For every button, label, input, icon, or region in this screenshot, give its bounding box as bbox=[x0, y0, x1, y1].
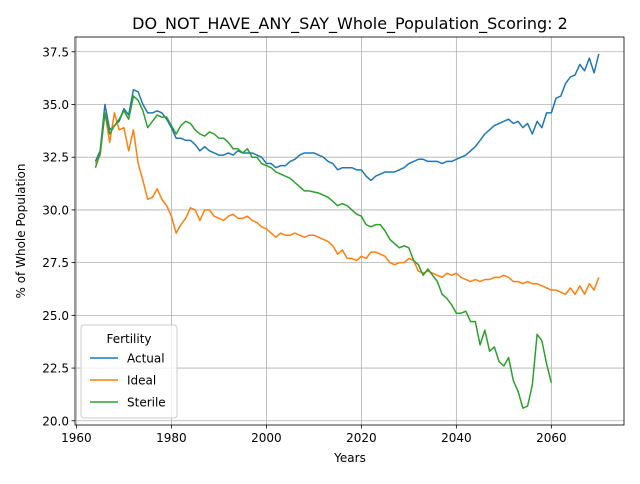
y-tick-label: 32.5 bbox=[42, 151, 69, 165]
x-axis-label: Years bbox=[333, 451, 366, 465]
legend-box bbox=[80, 324, 178, 419]
series-lines bbox=[94, 53, 600, 409]
axes: 1960 1980 2000 2020 2040 2060 20.0 22.5 25.0 27.5… bbox=[42, 36, 625, 445]
x-tick-label: 2020 bbox=[346, 431, 377, 445]
legend-title: Fertility bbox=[106, 332, 151, 346]
y-tick-label: 27.5 bbox=[42, 256, 69, 270]
y-tick-label: 20.0 bbox=[42, 414, 69, 428]
plot-frame bbox=[74, 36, 625, 426]
legend-label-ideal: Ideal bbox=[127, 374, 156, 388]
series-line-ideal bbox=[94, 112, 600, 296]
y-tick-label: 30.0 bbox=[42, 203, 69, 217]
x-tick-label: 2060 bbox=[536, 431, 567, 445]
series-line-sterile bbox=[94, 95, 553, 409]
chart-title: DO_NOT_HAVE_ANY_SAY_Whole_Population_Sco… bbox=[132, 14, 568, 34]
x-tick-label: 1960 bbox=[61, 431, 92, 445]
y-axis-label: % of Whole Population bbox=[14, 164, 28, 299]
y-tick-label: 22.5 bbox=[42, 362, 69, 376]
series-line-actual bbox=[94, 53, 600, 182]
legend: Fertility Actual Ideal Sterile bbox=[80, 324, 178, 419]
x-tick-label: 2040 bbox=[441, 431, 472, 445]
legend-label-actual: Actual bbox=[127, 352, 165, 366]
y-tick-label: 37.5 bbox=[42, 45, 69, 59]
x-tick-label: 2000 bbox=[251, 431, 282, 445]
x-tick-label: 1980 bbox=[156, 431, 187, 445]
y-tick-label: 35.0 bbox=[42, 98, 69, 112]
y-tick-label: 25.0 bbox=[42, 309, 69, 323]
legend-label-sterile: Sterile bbox=[127, 396, 166, 410]
